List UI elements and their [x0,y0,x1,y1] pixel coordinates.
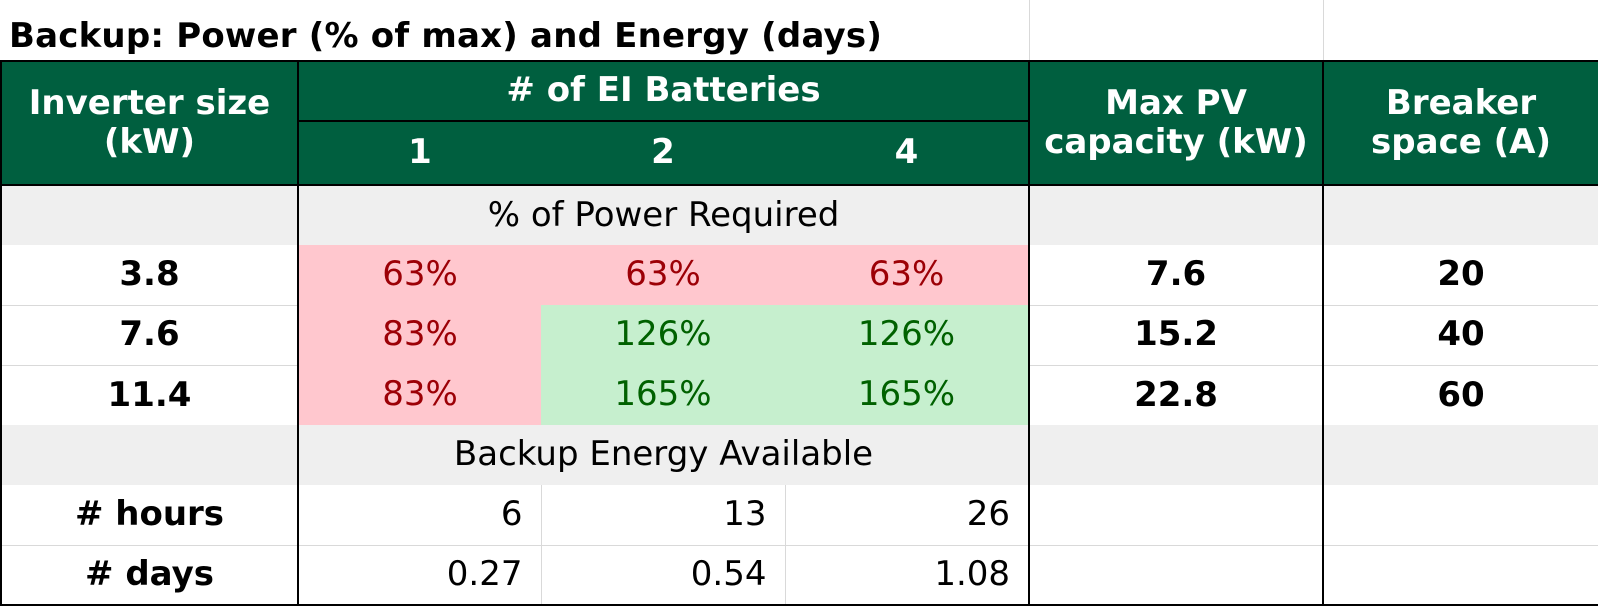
energy-cell[interactable]: 26 [785,485,1031,546]
energy-cell[interactable]: 1.08 [785,545,1031,606]
empty-cell[interactable] [1323,425,1598,485]
energy-cell[interactable]: 0.54 [541,545,786,606]
table-row: # days 0.27 0.54 1.08 [0,545,1598,606]
table-row: # hours 6 13 26 [0,485,1598,546]
power-cell[interactable]: 126% [541,305,785,365]
empty-cell[interactable] [1029,545,1325,606]
empty-cell[interactable] [1323,185,1598,245]
header-inverter-size[interactable]: Inverter size (kW) [0,60,299,186]
max-pv-cell[interactable]: 15.2 [1029,305,1325,366]
inverter-size-cell[interactable]: 7.6 [0,305,299,366]
breaker-cell[interactable]: 20 [1323,245,1598,306]
power-cell[interactable]: 165% [785,365,1031,425]
inverter-size-cell[interactable]: 3.8 [0,245,299,306]
power-cell[interactable]: 63% [785,245,1031,305]
empty-cell[interactable] [1323,0,1598,62]
section-label-power[interactable]: % of Power Required [298,185,1031,245]
section-label-energy[interactable]: Backup Energy Available [298,425,1031,485]
energy-cell[interactable]: 0.27 [298,545,542,606]
power-cell[interactable]: 126% [785,305,1031,365]
empty-cell[interactable] [1029,185,1325,245]
power-cell[interactable]: 165% [541,365,785,425]
header-battery-count[interactable]: 1 [297,120,541,186]
max-pv-cell[interactable]: 22.8 [1029,365,1325,425]
empty-cell[interactable] [0,425,299,485]
table-row: 11.4 83% 165% 165% 22.8 60 [0,365,1598,425]
header-battery-count[interactable]: 4 [785,120,1031,186]
header-breaker-space[interactable]: Breaker space (A) [1322,60,1598,186]
max-pv-cell[interactable]: 7.6 [1029,245,1325,306]
empty-cell[interactable] [1323,485,1598,546]
table-title[interactable]: Backup: Power (% of max) and Energy (day… [1,0,1030,62]
power-cell[interactable]: 83% [298,305,541,365]
energy-row-label[interactable]: # hours [0,485,299,546]
inverter-size-cell[interactable]: 11.4 [0,365,299,425]
energy-cell[interactable]: 13 [541,485,786,546]
power-cell[interactable]: 63% [541,245,785,305]
empty-cell[interactable] [1029,0,1324,62]
energy-cell[interactable]: 6 [298,485,542,546]
header-battery-count[interactable]: 2 [541,120,785,186]
empty-cell[interactable] [1029,425,1325,485]
table-row: 3.8 63% 63% 63% 7.6 20 [0,245,1598,306]
power-cell[interactable]: 83% [298,365,541,425]
header-max-pv[interactable]: Max PV capacity (kW) [1028,60,1325,186]
power-cell[interactable]: 63% [298,245,541,305]
empty-cell[interactable] [1029,485,1325,546]
header-ei-batteries[interactable]: # of EI Batteries [296,60,1031,122]
energy-row-label[interactable]: # days [0,545,299,606]
empty-cell[interactable] [1323,545,1598,606]
breaker-cell[interactable]: 60 [1323,365,1598,425]
table-row: 7.6 83% 126% 126% 15.2 40 [0,305,1598,366]
empty-cell[interactable] [0,185,299,245]
breaker-cell[interactable]: 40 [1323,305,1598,366]
